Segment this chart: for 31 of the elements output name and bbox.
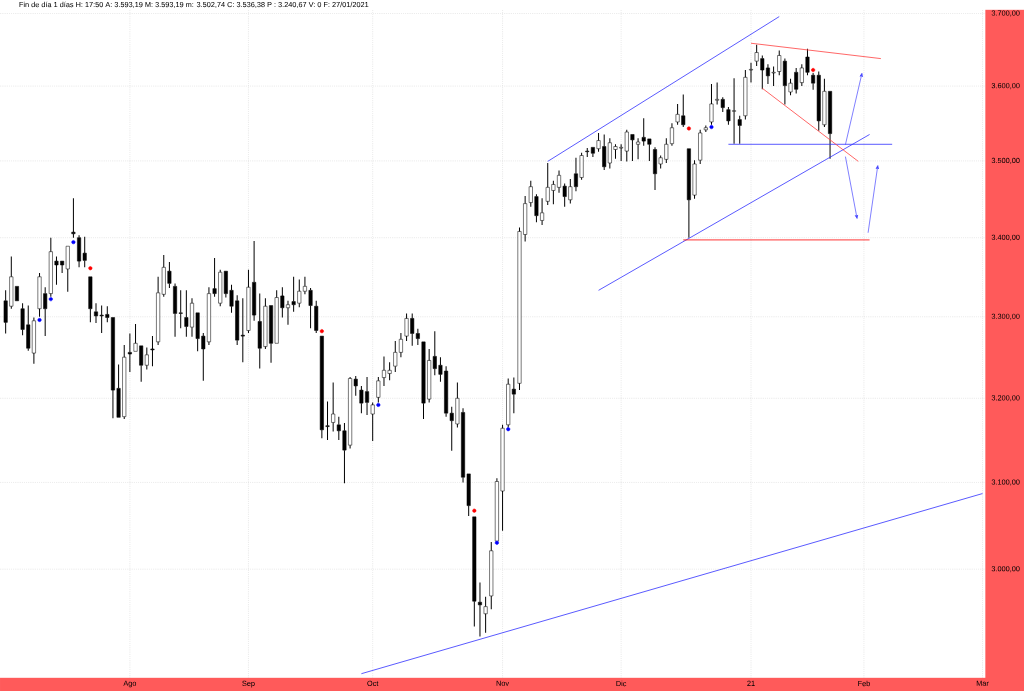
point: [376, 402, 381, 407]
candlestick: [709, 83, 714, 126]
point: [686, 126, 691, 131]
candlestick: [314, 300, 319, 334]
candlestick: [737, 115, 742, 145]
candlestick: [698, 129, 703, 165]
candlestick: [703, 124, 708, 133]
point: [494, 540, 499, 545]
point: [811, 68, 816, 73]
candlestick: [127, 332, 132, 373]
candlestick: [376, 376, 381, 403]
candlestick: [478, 582, 482, 637]
candlestick: [71, 197, 76, 239]
candlestick: [88, 276, 93, 323]
candlestick: [472, 516, 477, 627]
candlestick: [150, 335, 155, 367]
point: [506, 427, 511, 432]
candlestick: [743, 69, 748, 121]
candlestick: [331, 381, 336, 432]
candlestick: [370, 401, 375, 442]
point: [37, 317, 42, 322]
point: [319, 329, 324, 334]
candlestick: [749, 62, 753, 84]
point: [88, 266, 93, 271]
candlestick: [489, 541, 494, 610]
point: [709, 125, 714, 130]
point: [472, 508, 477, 513]
candlestick: [669, 122, 674, 147]
point: [48, 297, 53, 302]
candlestick: [483, 596, 488, 634]
point: [71, 240, 76, 245]
